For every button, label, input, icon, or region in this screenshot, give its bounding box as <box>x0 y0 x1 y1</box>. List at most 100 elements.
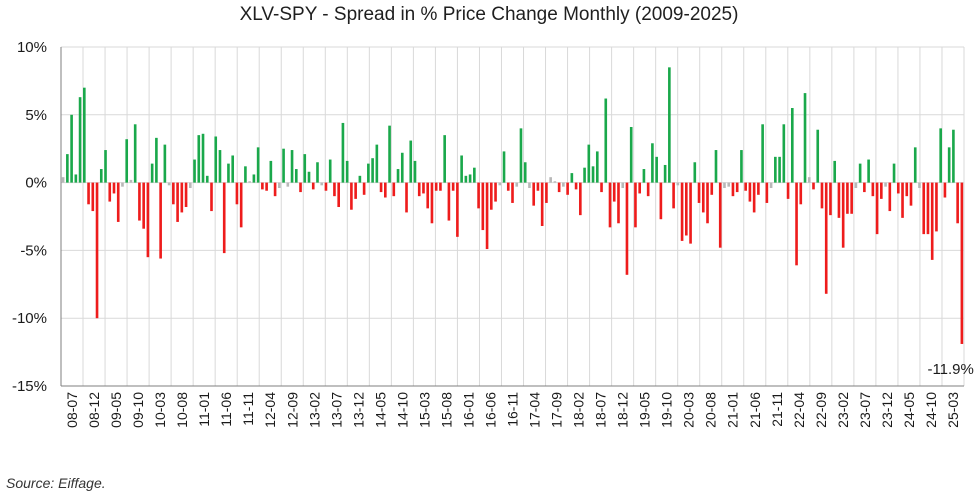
bar <box>863 182 866 193</box>
bar <box>167 182 171 186</box>
x-tick-label: 18-07 <box>593 392 609 428</box>
bar <box>328 159 332 183</box>
bar <box>426 182 430 209</box>
bar <box>875 182 879 235</box>
bar <box>405 182 408 213</box>
bar <box>655 156 658 183</box>
x-tick-label: 22-04 <box>791 392 807 428</box>
bar <box>222 182 226 254</box>
bar <box>579 182 582 216</box>
bar <box>553 181 557 183</box>
bar <box>176 182 179 222</box>
bar <box>943 182 947 198</box>
bar <box>477 182 480 209</box>
bar <box>66 154 69 183</box>
bar <box>799 182 803 205</box>
bar <box>896 182 900 194</box>
bar <box>434 182 438 191</box>
bar <box>396 169 400 183</box>
bar <box>663 164 667 183</box>
bar <box>290 150 294 183</box>
x-tick-label: 09-05 <box>108 392 124 428</box>
bar <box>850 182 853 214</box>
bar <box>150 163 154 183</box>
bar <box>227 163 230 183</box>
x-tick-label: 20-08 <box>703 392 719 428</box>
bar <box>502 151 506 183</box>
bar <box>888 182 892 212</box>
bar <box>583 167 586 183</box>
bar <box>256 147 260 183</box>
annotation-last-value: -11.9% <box>927 361 973 378</box>
bar <box>456 182 459 237</box>
bar <box>909 182 913 206</box>
bar <box>939 128 942 183</box>
bar <box>371 158 374 183</box>
x-tick-label: 13-12 <box>350 392 366 428</box>
bar <box>354 182 357 199</box>
bar <box>87 182 90 205</box>
bar <box>138 182 141 221</box>
bar <box>286 182 290 187</box>
bar <box>112 182 116 194</box>
x-tick-label: 15-08 <box>438 392 454 428</box>
bar <box>689 182 692 244</box>
bar <box>947 147 951 183</box>
bar <box>485 182 489 250</box>
x-tick-label: 16-11 <box>505 392 521 427</box>
source-note: Source: Eiffage. <box>6 475 106 491</box>
bar <box>960 182 964 344</box>
bar <box>299 182 302 193</box>
bar <box>735 182 739 193</box>
x-tick-label: 15-03 <box>416 392 432 428</box>
bar <box>362 182 366 195</box>
bar <box>935 182 938 232</box>
bar <box>867 159 870 183</box>
x-tick-label: 14-05 <box>372 392 388 428</box>
bar <box>566 182 569 195</box>
bar <box>922 182 926 235</box>
bar <box>638 182 641 194</box>
bar <box>235 182 239 205</box>
bar <box>612 182 616 202</box>
bar <box>901 182 904 218</box>
bar <box>824 182 828 294</box>
bar <box>294 169 298 183</box>
bar <box>451 182 455 191</box>
x-tick-label: 09-10 <box>130 392 146 428</box>
bar <box>273 182 277 197</box>
bar <box>532 182 536 206</box>
bar <box>269 160 273 183</box>
x-tick-label: 23-02 <box>835 392 851 428</box>
bar <box>651 143 654 183</box>
bar <box>129 179 133 183</box>
x-tick-label: 13-02 <box>306 392 322 428</box>
x-tick-label: 11-01 <box>196 392 212 427</box>
bar <box>816 129 820 183</box>
bar <box>617 182 620 224</box>
x-tick-label: 17-04 <box>527 392 543 428</box>
y-tick-label: -5% <box>20 242 47 259</box>
bar <box>685 182 688 236</box>
bar <box>600 182 603 193</box>
bar <box>205 175 209 183</box>
bar <box>439 182 442 191</box>
bar <box>430 182 434 224</box>
bar <box>400 152 404 183</box>
bar-series <box>61 67 964 344</box>
bar <box>379 182 383 193</box>
bar <box>884 182 887 187</box>
y-tick-label: 10% <box>17 39 47 56</box>
bar <box>83 87 86 183</box>
bar <box>591 166 595 183</box>
bar <box>833 160 837 183</box>
bar <box>197 135 201 183</box>
bar <box>820 182 824 209</box>
bar <box>774 156 777 183</box>
bar <box>231 155 235 183</box>
bar <box>740 150 743 183</box>
bar <box>837 182 841 218</box>
bar <box>180 182 184 213</box>
bar <box>506 182 510 191</box>
